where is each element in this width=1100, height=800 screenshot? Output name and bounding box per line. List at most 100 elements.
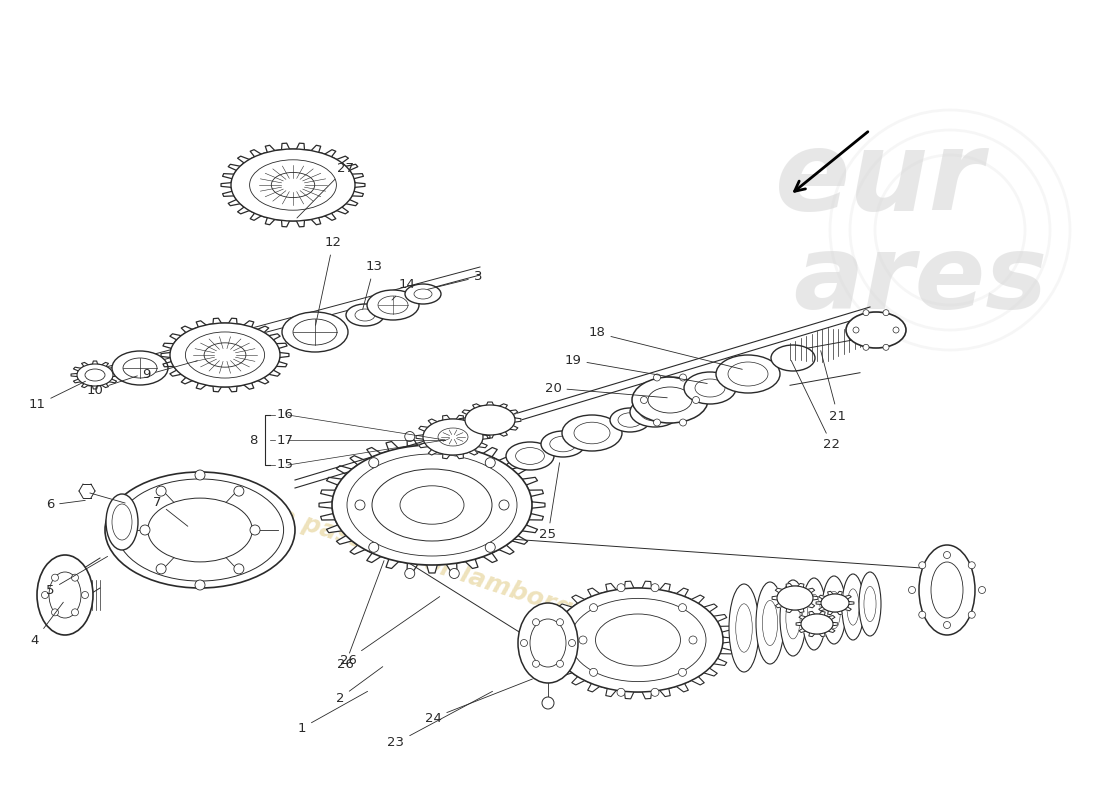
Text: 14: 14 — [392, 278, 416, 300]
Ellipse shape — [640, 403, 670, 421]
Text: 16: 16 — [277, 409, 294, 422]
Ellipse shape — [195, 470, 205, 480]
Ellipse shape — [893, 327, 899, 333]
Ellipse shape — [651, 688, 659, 696]
Text: 26: 26 — [337, 561, 384, 671]
Ellipse shape — [293, 319, 337, 345]
Ellipse shape — [170, 323, 280, 387]
Ellipse shape — [355, 500, 365, 510]
Ellipse shape — [785, 597, 800, 639]
Polygon shape — [796, 611, 838, 637]
Ellipse shape — [729, 584, 759, 672]
Ellipse shape — [156, 486, 166, 496]
Ellipse shape — [595, 614, 681, 666]
Ellipse shape — [771, 345, 815, 371]
Ellipse shape — [918, 545, 975, 635]
Ellipse shape — [630, 397, 680, 427]
Text: eur: eur — [776, 126, 984, 234]
Ellipse shape — [827, 591, 840, 629]
Ellipse shape — [42, 591, 48, 598]
Ellipse shape — [680, 419, 686, 426]
Ellipse shape — [346, 304, 384, 326]
Ellipse shape — [282, 312, 348, 352]
Ellipse shape — [332, 445, 532, 565]
Ellipse shape — [400, 486, 464, 524]
Ellipse shape — [530, 619, 566, 667]
Ellipse shape — [680, 374, 686, 381]
Ellipse shape — [195, 580, 205, 590]
Ellipse shape — [156, 564, 166, 574]
Ellipse shape — [617, 688, 625, 696]
Text: 17: 17 — [277, 434, 294, 446]
Ellipse shape — [640, 397, 648, 403]
Polygon shape — [221, 143, 365, 227]
Ellipse shape — [52, 609, 58, 616]
Ellipse shape — [234, 486, 244, 496]
Ellipse shape — [557, 660, 563, 667]
Ellipse shape — [618, 413, 642, 427]
Ellipse shape — [736, 604, 752, 652]
Ellipse shape — [532, 660, 539, 667]
Ellipse shape — [355, 309, 375, 321]
Ellipse shape — [684, 372, 736, 404]
Ellipse shape — [518, 603, 578, 683]
Ellipse shape — [438, 428, 468, 446]
Ellipse shape — [234, 564, 244, 574]
Ellipse shape — [864, 344, 869, 350]
Ellipse shape — [37, 555, 94, 635]
Ellipse shape — [883, 310, 889, 316]
Ellipse shape — [117, 479, 284, 581]
Polygon shape — [542, 581, 734, 699]
Ellipse shape — [632, 377, 708, 423]
Ellipse shape — [140, 525, 150, 535]
Ellipse shape — [516, 448, 544, 464]
Text: 11: 11 — [29, 382, 86, 411]
Ellipse shape — [822, 576, 846, 644]
Polygon shape — [319, 437, 544, 573]
Ellipse shape — [372, 469, 492, 541]
Text: 18: 18 — [588, 326, 742, 370]
Text: 9: 9 — [142, 361, 197, 382]
Ellipse shape — [250, 525, 260, 535]
Ellipse shape — [842, 574, 864, 640]
Ellipse shape — [909, 586, 915, 594]
Ellipse shape — [648, 387, 692, 413]
Ellipse shape — [112, 504, 132, 540]
Ellipse shape — [821, 594, 849, 612]
Ellipse shape — [931, 562, 962, 618]
Polygon shape — [72, 361, 119, 389]
Ellipse shape — [85, 369, 104, 381]
Ellipse shape — [123, 358, 157, 378]
Ellipse shape — [465, 405, 515, 435]
Ellipse shape — [679, 668, 686, 676]
Ellipse shape — [728, 362, 768, 386]
Ellipse shape — [780, 580, 806, 656]
Ellipse shape — [368, 458, 378, 468]
Ellipse shape — [756, 582, 784, 664]
Polygon shape — [816, 591, 854, 614]
Ellipse shape — [186, 332, 265, 378]
Text: 13: 13 — [363, 261, 383, 310]
Text: ares: ares — [793, 230, 1047, 330]
Text: 24: 24 — [425, 679, 532, 725]
Ellipse shape — [532, 618, 539, 626]
Ellipse shape — [424, 419, 483, 455]
Ellipse shape — [679, 604, 686, 612]
Ellipse shape — [689, 636, 697, 644]
Ellipse shape — [499, 500, 509, 510]
Ellipse shape — [590, 668, 597, 676]
Ellipse shape — [944, 622, 950, 629]
Ellipse shape — [864, 586, 876, 622]
Ellipse shape — [106, 494, 138, 550]
Text: 2: 2 — [336, 666, 383, 705]
Ellipse shape — [81, 591, 88, 598]
Text: 8: 8 — [249, 434, 257, 446]
Ellipse shape — [847, 589, 859, 625]
Ellipse shape — [846, 312, 906, 348]
Ellipse shape — [918, 611, 926, 618]
Text: 27: 27 — [297, 162, 354, 218]
Ellipse shape — [918, 562, 926, 569]
Ellipse shape — [716, 355, 780, 393]
Ellipse shape — [50, 572, 81, 618]
Ellipse shape — [414, 289, 432, 299]
